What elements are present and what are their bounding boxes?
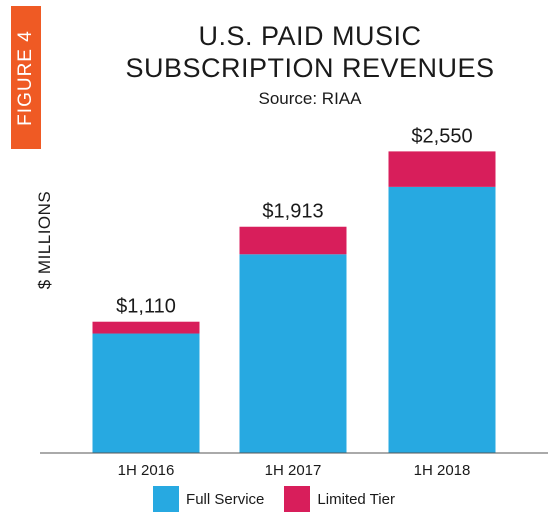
x-tick-label-1: 1H 2017	[265, 462, 322, 479]
chart-title: U.S. PAID MUSIC SUBSCRIPTION REVENUES	[80, 20, 540, 84]
figure-tag: FIGURE 4	[11, 6, 41, 149]
bar-full-service-0	[92, 333, 200, 453]
x-tick-label-0: 1H 2016	[118, 462, 175, 479]
total-labels: $1,110 $1,913 $2,550	[116, 125, 472, 317]
bar-full-service-1	[239, 254, 347, 453]
x-tick-labels: 1H 2016 1H 2017 1H 2018	[118, 462, 471, 479]
legend-swatch-limited-tier	[284, 486, 311, 512]
chart-subtitle: Source: RIAA	[258, 89, 362, 108]
legend-label-full-service: Full Service	[186, 490, 265, 508]
total-label-1: $1,913	[262, 201, 323, 223]
bar-limited-tier-0	[92, 321, 200, 334]
bars-group	[92, 151, 496, 453]
legend-swatch-full-service	[153, 486, 180, 512]
legend-label-limited-tier: Limited Tier	[317, 490, 395, 508]
legend-item-full-service: Full Service	[153, 486, 264, 512]
bar-full-service-2	[388, 186, 496, 453]
total-label-0: $1,110	[116, 296, 176, 318]
total-label-2: $2,550	[411, 125, 472, 147]
chart-title-line-2: SUBSCRIPTION REVENUES	[125, 53, 495, 83]
bar-limited-tier-1	[239, 226, 347, 255]
chart-title-line-1: U.S. PAID MUSIC	[198, 21, 422, 51]
bar-limited-tier-2	[388, 151, 496, 187]
x-tick-label-2: 1H 2018	[414, 462, 471, 479]
legend-item-limited-tier: Limited Tier	[284, 486, 395, 512]
chart-legend: Full Service Limited Tier	[0, 486, 560, 512]
